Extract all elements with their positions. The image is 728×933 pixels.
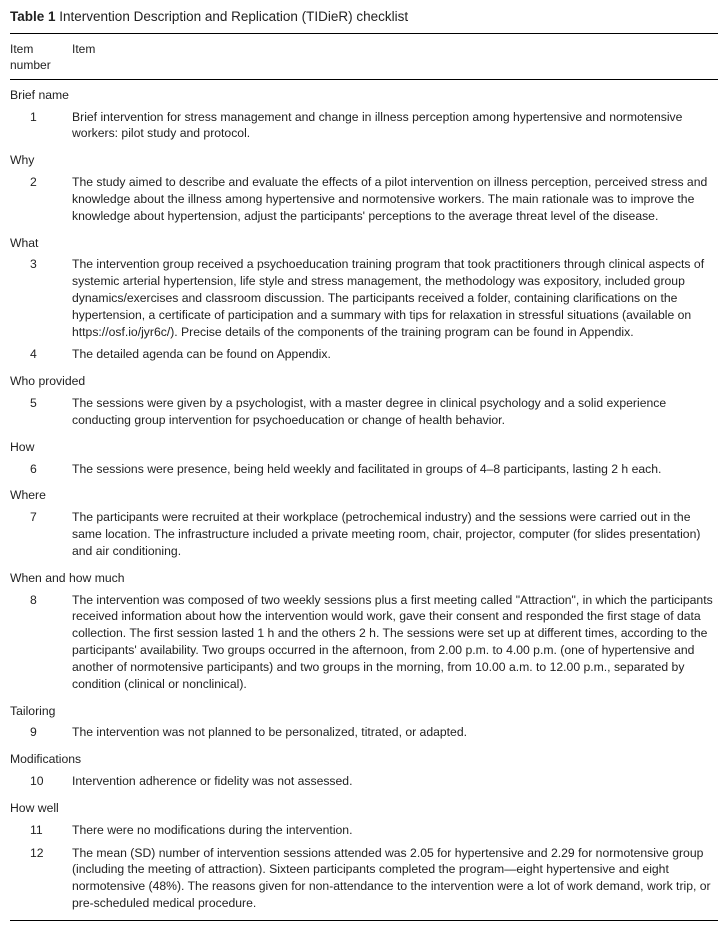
- header-item-number: Item number: [10, 38, 72, 80]
- table-row: 9The intervention was not planned to be …: [10, 721, 718, 744]
- table-row: 2The study aimed to describe and evaluat…: [10, 171, 718, 227]
- section-row: Brief name: [10, 79, 718, 105]
- tidier-table: Item number Item Brief name1Brief interv…: [10, 38, 718, 921]
- section-row: Who provided: [10, 366, 718, 392]
- table-row: 11There were no modifications during the…: [10, 819, 718, 842]
- item-number: 10: [10, 770, 72, 793]
- table-title: Table 1 Intervention Description and Rep…: [10, 8, 718, 34]
- item-number: 9: [10, 721, 72, 744]
- section-label: How well: [10, 793, 718, 819]
- table-row: 12The mean (SD) number of intervention s…: [10, 842, 718, 921]
- section-row: Why: [10, 145, 718, 171]
- table-caption: Intervention Description and Replication…: [56, 9, 409, 24]
- table-row: 10Intervention adherence or fidelity was…: [10, 770, 718, 793]
- section-label: When and how much: [10, 563, 718, 589]
- item-number: 4: [10, 343, 72, 366]
- table-row: 4The detailed agenda can be found on App…: [10, 343, 718, 366]
- item-number: 11: [10, 819, 72, 842]
- table-row: 8The intervention was composed of two we…: [10, 589, 718, 696]
- item-number: 12: [10, 842, 72, 921]
- item-number: 8: [10, 589, 72, 696]
- section-row: Tailoring: [10, 696, 718, 722]
- item-text: Brief intervention for stress management…: [72, 106, 718, 146]
- item-text: The sessions were given by a psychologis…: [72, 392, 718, 432]
- section-row: How: [10, 432, 718, 458]
- table-row: 5The sessions were given by a psychologi…: [10, 392, 718, 432]
- table-row: 1Brief intervention for stress managemen…: [10, 106, 718, 146]
- item-number: 1: [10, 106, 72, 146]
- section-label: Why: [10, 145, 718, 171]
- item-number: 7: [10, 506, 72, 562]
- section-label: What: [10, 228, 718, 254]
- item-text: The intervention was not planned to be p…: [72, 721, 718, 744]
- section-row: Modifications: [10, 744, 718, 770]
- item-text: The study aimed to describe and evaluate…: [72, 171, 718, 227]
- section-label: Who provided: [10, 366, 718, 392]
- item-text: Intervention adherence or fidelity was n…: [72, 770, 718, 793]
- item-text: The intervention group received a psycho…: [72, 253, 718, 343]
- item-number: 3: [10, 253, 72, 343]
- item-text: The detailed agenda can be found on Appe…: [72, 343, 718, 366]
- item-number: 2: [10, 171, 72, 227]
- header-row: Item number Item: [10, 38, 718, 80]
- item-text: The sessions were presence, being held w…: [72, 458, 718, 481]
- item-text: The mean (SD) number of intervention ses…: [72, 842, 718, 921]
- section-label: Tailoring: [10, 696, 718, 722]
- section-row: When and how much: [10, 563, 718, 589]
- section-row: What: [10, 228, 718, 254]
- header-item: Item: [72, 38, 718, 80]
- table-row: 6The sessions were presence, being held …: [10, 458, 718, 481]
- item-text: There were no modifications during the i…: [72, 819, 718, 842]
- section-label: Modifications: [10, 744, 718, 770]
- section-row: How well: [10, 793, 718, 819]
- table-row: 7The participants were recruited at thei…: [10, 506, 718, 562]
- section-row: Where: [10, 480, 718, 506]
- section-label: How: [10, 432, 718, 458]
- item-text: The participants were recruited at their…: [72, 506, 718, 562]
- section-label: Where: [10, 480, 718, 506]
- table-row: 3The intervention group received a psych…: [10, 253, 718, 343]
- item-number: 6: [10, 458, 72, 481]
- table-number: Table 1: [10, 9, 56, 24]
- item-number: 5: [10, 392, 72, 432]
- section-label: Brief name: [10, 79, 718, 105]
- item-text: The intervention was composed of two wee…: [72, 589, 718, 696]
